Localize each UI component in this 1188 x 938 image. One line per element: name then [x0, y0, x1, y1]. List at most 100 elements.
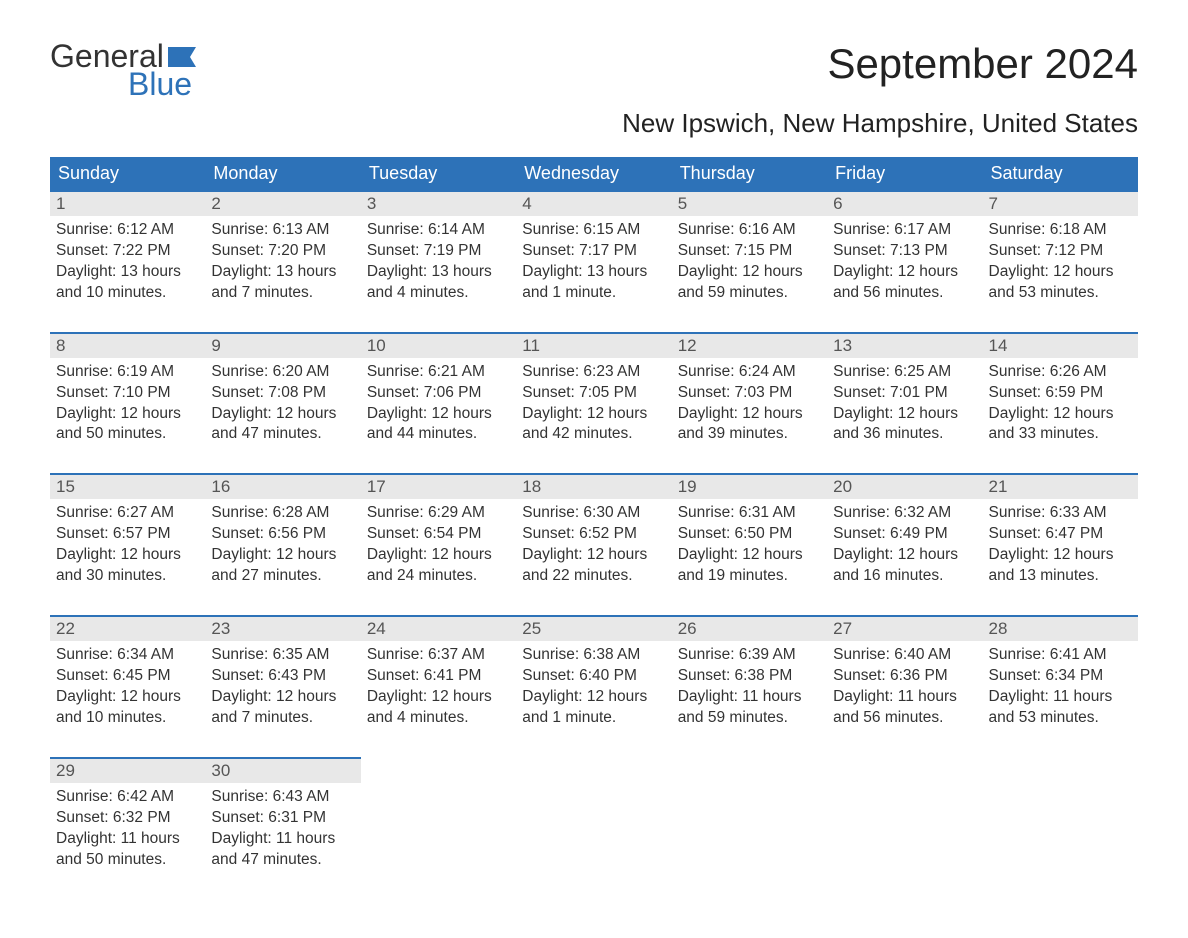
day-d1: Daylight: 12 hours — [211, 687, 354, 708]
day-d1: Daylight: 12 hours — [211, 545, 354, 566]
day-d2: and 42 minutes. — [522, 424, 665, 445]
day-sunset: Sunset: 6:59 PM — [989, 383, 1132, 404]
day-body: Sunrise: 6:18 AMSunset: 7:12 PMDaylight:… — [983, 216, 1138, 332]
day-number: 4 — [516, 192, 671, 216]
day-d2: and 7 minutes. — [211, 283, 354, 304]
day-sunrise: Sunrise: 6:13 AM — [211, 220, 354, 241]
day-sunrise: Sunrise: 6:35 AM — [211, 645, 354, 666]
day-d2: and 47 minutes. — [211, 424, 354, 445]
day-d2: and 4 minutes. — [367, 708, 510, 729]
day-number: 6 — [827, 192, 982, 216]
day-sunset: Sunset: 6:56 PM — [211, 524, 354, 545]
day-d1: Daylight: 13 hours — [211, 262, 354, 283]
day-sunrise: Sunrise: 6:37 AM — [367, 645, 510, 666]
logo: General Blue — [50, 40, 196, 100]
day-body: Sunrise: 6:26 AMSunset: 6:59 PMDaylight:… — [983, 358, 1138, 474]
day-d1: Daylight: 12 hours — [678, 545, 821, 566]
day-body: Sunrise: 6:20 AMSunset: 7:08 PMDaylight:… — [205, 358, 360, 474]
day-sunset: Sunset: 7:13 PM — [833, 241, 976, 262]
day-sunrise: Sunrise: 6:14 AM — [367, 220, 510, 241]
day-cell: 21Sunrise: 6:33 AMSunset: 6:47 PMDayligh… — [983, 474, 1138, 616]
day-number: 5 — [672, 192, 827, 216]
day-d2: and 1 minute. — [522, 283, 665, 304]
day-cell: 5 Sunrise: 6:16 AMSunset: 7:15 PMDaylight… — [672, 191, 827, 333]
day-d1: Daylight: 13 hours — [56, 262, 199, 283]
day-header-wednesday: Wednesday — [516, 157, 671, 191]
day-body: Sunrise: 6:13 AMSunset: 7:20 PMDaylight:… — [205, 216, 360, 332]
day-sunset: Sunset: 6:40 PM — [522, 666, 665, 687]
day-header-monday: Monday — [205, 157, 360, 191]
day-sunrise: Sunrise: 6:16 AM — [678, 220, 821, 241]
day-body: Sunrise: 6:43 AMSunset: 6:31 PMDaylight:… — [205, 783, 360, 899]
day-header-thursday: Thursday — [672, 157, 827, 191]
day-cell: 28Sunrise: 6:41 AMSunset: 6:34 PMDayligh… — [983, 616, 1138, 758]
day-sunset: Sunset: 6:43 PM — [211, 666, 354, 687]
day-d1: Daylight: 12 hours — [56, 687, 199, 708]
day-body: Sunrise: 6:31 AMSunset: 6:50 PMDaylight:… — [672, 499, 827, 615]
day-d2: and 22 minutes. — [522, 566, 665, 587]
day-d1: Daylight: 12 hours — [833, 404, 976, 425]
day-body: Sunrise: 6:17 AMSunset: 7:13 PMDaylight:… — [827, 216, 982, 332]
day-body: Sunrise: 6:27 AMSunset: 6:57 PMDaylight:… — [50, 499, 205, 615]
day-body: Sunrise: 6:25 AMSunset: 7:01 PMDaylight:… — [827, 358, 982, 474]
day-sunrise: Sunrise: 6:30 AM — [522, 503, 665, 524]
day-d1: Daylight: 12 hours — [367, 545, 510, 566]
day-number: 8 — [50, 334, 205, 358]
day-d1: Daylight: 12 hours — [522, 545, 665, 566]
day-cell: 11Sunrise: 6:23 AMSunset: 7:05 PMDayligh… — [516, 333, 671, 475]
day-d1: Daylight: 12 hours — [833, 545, 976, 566]
day-sunrise: Sunrise: 6:19 AM — [56, 362, 199, 383]
day-cell: 23Sunrise: 6:35 AMSunset: 6:43 PMDayligh… — [205, 616, 360, 758]
day-sunset: Sunset: 6:54 PM — [367, 524, 510, 545]
day-cell: 2Sunrise: 6:13 AMSunset: 7:20 PMDaylight… — [205, 191, 360, 333]
day-cell: 6Sunrise: 6:17 AMSunset: 7:13 PMDaylight… — [827, 191, 982, 333]
month-title: September 2024 — [827, 40, 1138, 88]
day-sunrise: Sunrise: 6:29 AM — [367, 503, 510, 524]
day-cell: 8Sunrise: 6:19 AMSunset: 7:10 PMDaylight… — [50, 333, 205, 475]
day-d2: and 53 minutes. — [989, 708, 1132, 729]
day-d1: Daylight: 12 hours — [211, 404, 354, 425]
day-sunrise: Sunrise: 6:18 AM — [989, 220, 1132, 241]
day-sunrise: Sunrise: 6:20 AM — [211, 362, 354, 383]
logo-word2: Blue — [128, 68, 196, 100]
day-cell: 14Sunrise: 6:26 AMSunset: 6:59 PMDayligh… — [983, 333, 1138, 475]
day-sunset: Sunset: 6:47 PM — [989, 524, 1132, 545]
day-d1: Daylight: 13 hours — [522, 262, 665, 283]
day-header-sunday: Sunday — [50, 157, 205, 191]
day-number: 26 — [672, 617, 827, 641]
day-sunset: Sunset: 6:57 PM — [56, 524, 199, 545]
day-number: 28 — [983, 617, 1138, 641]
day-sunset: Sunset: 6:31 PM — [211, 808, 354, 829]
day-d2: and 47 minutes. — [211, 850, 354, 871]
day-body: Sunrise: 6:29 AMSunset: 6:54 PMDaylight:… — [361, 499, 516, 615]
day-sunrise: Sunrise: 6:23 AM — [522, 362, 665, 383]
day-d2: and 16 minutes. — [833, 566, 976, 587]
day-body: Sunrise: 6:12 AMSunset: 7:22 PMDaylight:… — [50, 216, 205, 332]
day-d2: and 39 minutes. — [678, 424, 821, 445]
empty-cell — [983, 758, 1138, 899]
day-sunrise: Sunrise: 6:33 AM — [989, 503, 1132, 524]
day-d1: Daylight: 12 hours — [989, 262, 1132, 283]
day-sunset: Sunset: 7:12 PM — [989, 241, 1132, 262]
day-sunrise: Sunrise: 6:38 AM — [522, 645, 665, 666]
day-d1: Daylight: 13 hours — [367, 262, 510, 283]
day-number: 12 — [672, 334, 827, 358]
day-header-saturday: Saturday — [983, 157, 1138, 191]
day-sunrise: Sunrise: 6:24 AM — [678, 362, 821, 383]
day-cell: 12Sunrise: 6:24 AMSunset: 7:03 PMDayligh… — [672, 333, 827, 475]
day-d1: Daylight: 12 hours — [678, 262, 821, 283]
day-d1: Daylight: 12 hours — [678, 404, 821, 425]
day-sunrise: Sunrise: 6:12 AM — [56, 220, 199, 241]
day-d2: and 27 minutes. — [211, 566, 354, 587]
day-body: Sunrise: 6:37 AMSunset: 6:41 PMDaylight:… — [361, 641, 516, 757]
day-number: 17 — [361, 475, 516, 499]
day-body: Sunrise: 6:19 AMSunset: 7:10 PMDaylight:… — [50, 358, 205, 474]
day-cell: 27Sunrise: 6:40 AMSunset: 6:36 PMDayligh… — [827, 616, 982, 758]
day-d1: Daylight: 12 hours — [56, 404, 199, 425]
day-sunset: Sunset: 6:50 PM — [678, 524, 821, 545]
day-d2: and 4 minutes. — [367, 283, 510, 304]
day-number: 18 — [516, 475, 671, 499]
day-sunset: Sunset: 7:15 PM — [678, 241, 821, 262]
day-cell: 26Sunrise: 6:39 AMSunset: 6:38 PMDayligh… — [672, 616, 827, 758]
day-sunset: Sunset: 6:32 PM — [56, 808, 199, 829]
